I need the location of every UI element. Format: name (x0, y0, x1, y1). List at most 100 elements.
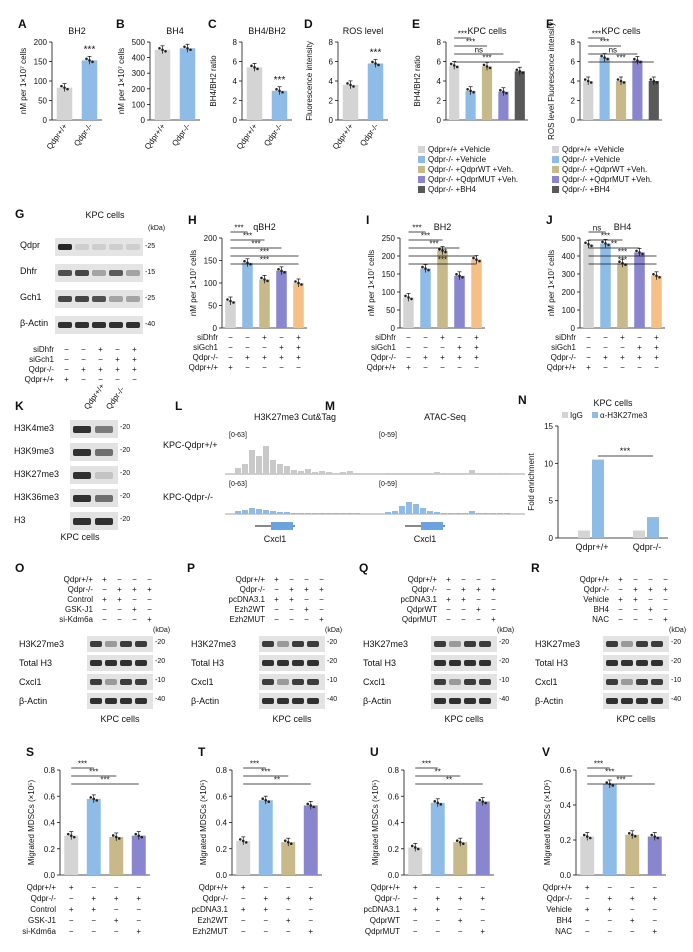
condition-mark: + (652, 894, 657, 903)
data-point (601, 240, 604, 244)
y-tick-label: 0.0 (388, 871, 400, 880)
y-axis-label: nM per 1×10⁷ cells (367, 250, 376, 316)
y-tick-label: 0.6 (44, 792, 56, 801)
bar (303, 805, 318, 875)
bar (281, 842, 296, 875)
bar (408, 847, 423, 875)
data-point (264, 798, 268, 802)
y-axis-label: BH4/BH2 ratio (209, 55, 218, 107)
bar (651, 275, 662, 328)
blot-band (95, 472, 113, 479)
bar (246, 67, 263, 120)
condition-mark: + (263, 894, 268, 903)
blot-band (464, 641, 476, 647)
data-point (652, 79, 656, 83)
condition-mark: + (286, 916, 291, 925)
significance-mark: ** (446, 776, 452, 785)
chart-N: N KPC cells IgG α-H3K27me3 0 5 10 15 Fold enrich… (518, 393, 668, 552)
condition-mark: − (586, 333, 591, 342)
data-point (655, 81, 659, 84)
track-signal (354, 473, 360, 474)
track-label: KPC-Qdpr+/+ (163, 440, 218, 450)
condition-mark: + (117, 595, 122, 604)
data-point (294, 280, 297, 283)
data-point (253, 66, 256, 69)
condition-label: Ezh2WT (197, 916, 228, 925)
y-tick-label: 0 (437, 116, 442, 125)
blot-band (262, 698, 274, 704)
bar (430, 802, 445, 875)
condition-mark: + (446, 575, 451, 584)
genome-track-L: L H3K27me3 Cut&Tag KPC-Qdpr+/+ KPC-Qdpr-/- [… (163, 399, 375, 544)
blot-band (621, 641, 633, 647)
chart-S: S 0.0 0.2 0.4 0.6 0.8 Migrated MDSCs (×10⁵) ***… (26, 745, 150, 880)
significance-mark: ** (274, 776, 280, 785)
condition-mark: + (637, 343, 642, 352)
data-point (66, 832, 70, 836)
data-point (289, 842, 293, 845)
data-point (658, 276, 661, 279)
data-point (407, 296, 410, 299)
condition-mark: − (81, 355, 86, 364)
data-point (472, 256, 475, 260)
track-signal (420, 473, 426, 474)
blot-band (434, 660, 446, 666)
band-label: β-Actin (191, 696, 219, 706)
track-signal (504, 513, 510, 514)
condition-mark: − (586, 353, 591, 362)
data-point (518, 69, 522, 73)
condition-mark: − (413, 927, 418, 936)
condition-label: BH4 (556, 916, 572, 925)
condition-mark: + (620, 353, 625, 362)
condition-mark: − (663, 605, 668, 614)
condition-mark: − (81, 375, 86, 384)
data-point (69, 834, 73, 837)
condition-mark: + (458, 916, 463, 925)
blot-condition-table: Qdpr+/+ + − − −Qdpr-/- − + + +pcDNA3.1 + + − −Ezh2WT… (229, 575, 325, 624)
blot-band (90, 641, 102, 647)
band-label: Total H3 (19, 658, 52, 668)
condition-mark: + (654, 333, 659, 342)
data-point (416, 847, 420, 851)
condition-label: GSK-J1 (65, 605, 94, 614)
condition-label: Qdpr-/- (29, 365, 55, 374)
data-point (377, 63, 380, 67)
condition-mark: + (618, 595, 623, 604)
condition-label: siGch1 (193, 343, 218, 352)
y-tick-label: 0 (549, 534, 554, 543)
track-signal (270, 511, 276, 514)
bar (293, 283, 304, 328)
track-signal (319, 513, 325, 514)
condition-mark: − (423, 343, 428, 352)
blot-band (126, 296, 140, 302)
significance-mark: *** (260, 248, 269, 257)
track-signal (305, 513, 311, 514)
y-axis-label: Migrated MDSCs (×10⁵) (371, 779, 380, 865)
blot-band (95, 495, 113, 502)
legend-entry: Qdpr-/- +QdprMUT +Veh. (428, 175, 518, 184)
track-signal (249, 508, 255, 514)
column-label: Qdpr+/+ (82, 382, 106, 411)
panel-letter: V (542, 745, 550, 759)
condition-mark: − (117, 605, 122, 614)
condition-label: Qdpr-/- (371, 353, 397, 362)
data-point (588, 836, 592, 840)
track-signal (242, 510, 248, 514)
condition-mark: − (620, 363, 625, 372)
condition-label: Qdpr+/+ (408, 575, 438, 584)
condition-mark: + (147, 615, 152, 624)
bar (648, 81, 659, 120)
bar (403, 297, 414, 328)
condition-label: BH4 (593, 605, 609, 614)
condition-mark: − (446, 605, 451, 614)
blot-strip (70, 512, 118, 530)
gene-exon (421, 522, 443, 530)
blot-band (109, 270, 123, 276)
condition-mark: − (286, 927, 291, 936)
data-point (300, 283, 303, 286)
bar (647, 836, 662, 875)
data-point (584, 241, 587, 245)
bar (481, 66, 493, 120)
